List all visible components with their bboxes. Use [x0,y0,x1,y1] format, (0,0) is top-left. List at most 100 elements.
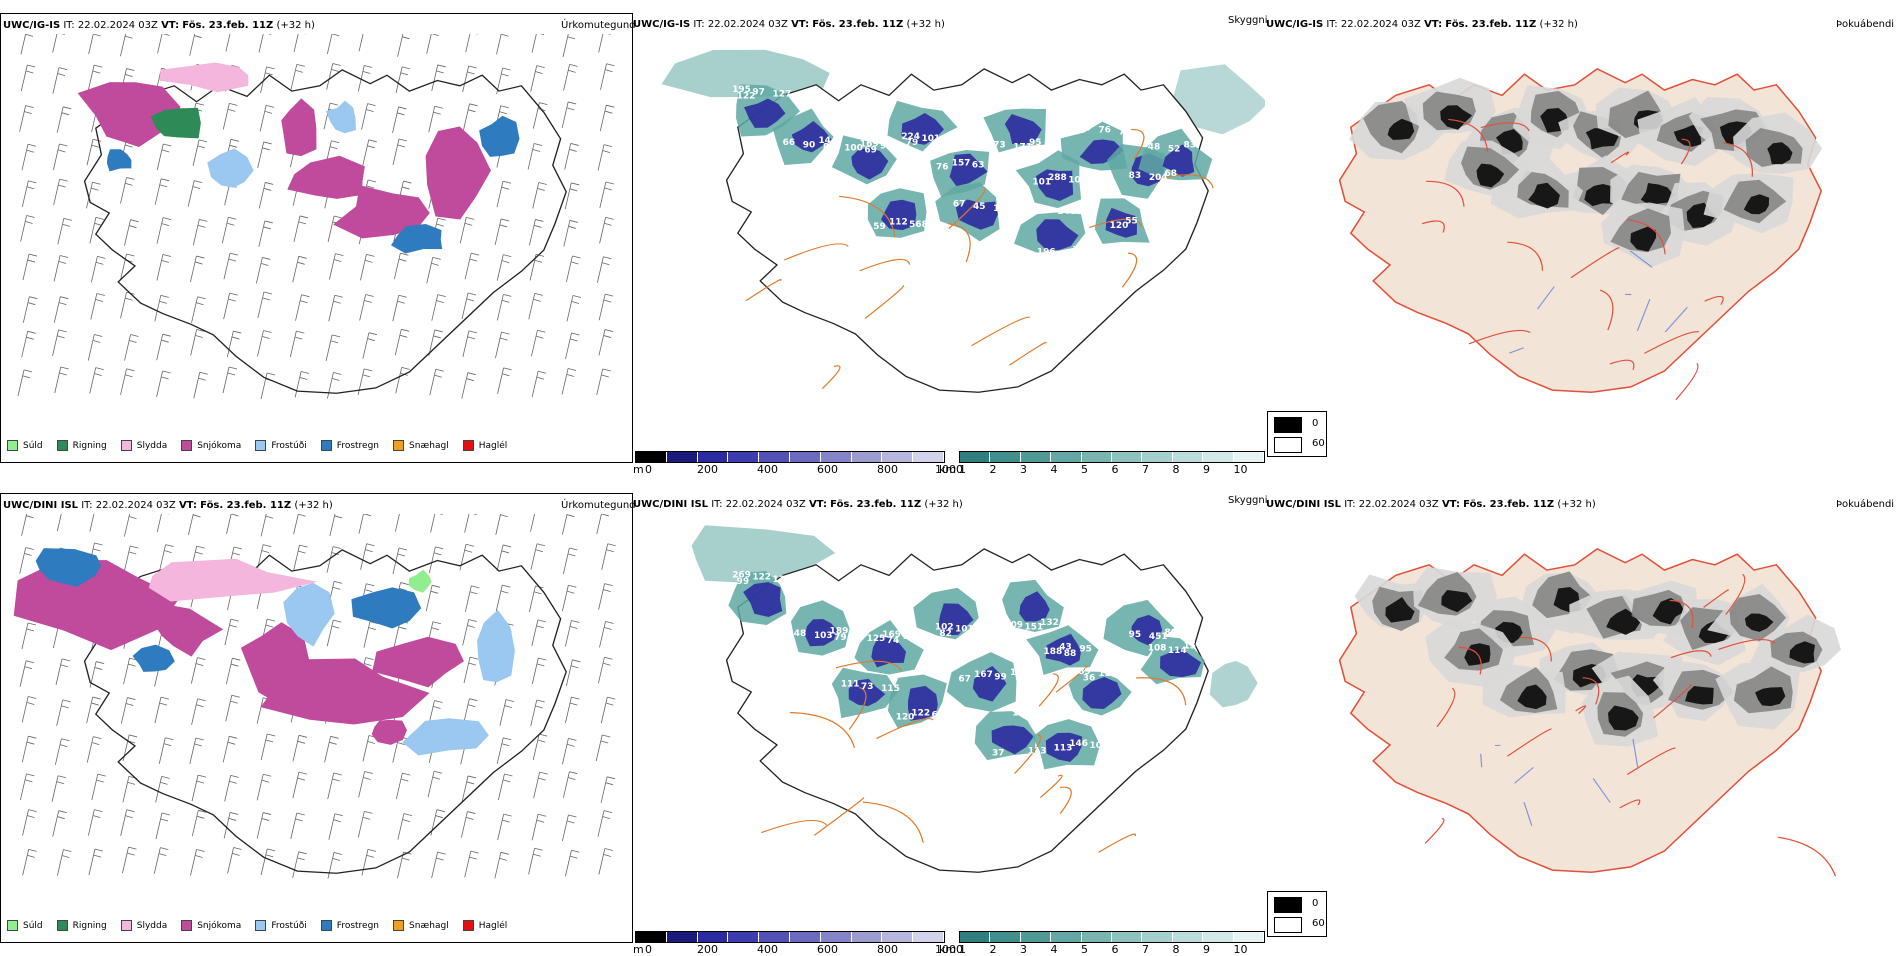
legend-label: Frostregn [337,441,379,451]
colorbar-unit-m: m [633,463,644,476]
legend-swatch [321,440,332,451]
visibility-value-label: 113 [1054,743,1073,753]
visibility-value-label: 124 [1098,669,1117,679]
offshore-visibility-area [1210,661,1258,708]
legend-label: Snjókoma [197,921,241,931]
legend-item: Frostúði [255,440,306,451]
visibility-km-colorbar [959,931,1265,943]
visibility-km-colorbar [959,451,1265,463]
colorbar-tick: 1 [959,463,966,476]
visibility-value-label: 76 [1098,126,1110,136]
visibility-value-label: 79 [906,138,918,148]
valid-time: Fös. 23.feb. 11Z [812,19,903,30]
visibility-value-label: 73 [993,141,1005,151]
visibility-value-label: 204 [1149,173,1168,183]
lead-time: (+32 h) [276,20,314,31]
visibility-value-label: 120 [1110,221,1129,231]
colorbar-segment [728,932,759,942]
colorbar-segment [636,452,667,462]
legend-swatch [463,920,474,931]
panel-type-label: Þokuábendi [1836,19,1894,30]
visibility-value-label: 114 [1168,646,1187,656]
visibility-value-label: 36 [1083,674,1095,684]
visibility-value-label: 48 [794,629,806,639]
precip-area [14,560,180,650]
colorbar-segment [852,932,883,942]
colorbar-segment [1082,932,1112,942]
colorbar-segment [698,932,729,942]
visibility-value-label: 103 [814,631,833,641]
colorbar-segment [1112,932,1142,942]
visibility-value-label: 100 [988,156,1007,166]
lead-time: (+32 h) [1539,19,1577,30]
model-name: UWC/DINI ISL [633,499,708,510]
legend-swatch [57,440,68,451]
visibility-value-label: 102 [1068,176,1087,186]
colorbar-segment [636,932,667,942]
colorbar-tick: 800 [877,463,898,476]
legend-swatch [255,920,266,931]
colorbar-segment [990,932,1020,942]
colorbar-segment [882,452,913,462]
visibility-value-label: 69 [864,146,876,156]
colorbar-segment [1021,452,1051,462]
legend-item: Slydda [121,440,167,451]
road-line [761,820,826,832]
visibility-value-label: 157 [952,159,971,169]
precip-type-panel: UWC/DINI ISL IT: 22.02.2024 03Z VT: Fös.… [0,493,633,943]
visibility-value-label: 188 [1044,647,1063,657]
precip-area [326,101,356,134]
legend-label: Snjókoma [197,441,241,451]
visibility-value-label: 76 [936,163,948,173]
colorbar-tick: 9 [1203,463,1210,476]
visibility-value-label: 112 [889,218,908,228]
legend-item: Haglél [463,440,508,451]
visibility-value-label: 115 [881,684,900,694]
visibility-value-label: 73 [861,682,873,692]
panel-type-label: Skyggni [1228,495,1268,506]
visibility-value-label: 85 [975,627,987,637]
colorbar-segment [1234,452,1264,462]
visibility-value-label: 568 [909,220,928,230]
panel-type-label: Úrkomutegund [561,500,636,511]
colorbar-segment [1173,932,1203,942]
visibility-value-label: 99 [1145,219,1157,229]
legend-swatch [1274,917,1302,933]
legend-item: Rigning [57,920,107,931]
road-line [822,366,840,389]
visibility-value-label: 171 [1013,143,1032,153]
colorbar-tick: 3 [1020,463,1027,476]
colorbar-tick: 8 [1173,463,1180,476]
precip-area [133,645,175,672]
visibility-value-label: 111 [841,680,860,690]
visibility-value-label: 125 [867,634,886,644]
visibility-value-label: 95 [1129,630,1141,640]
visibility-value-label: 52 [1168,145,1180,155]
visibility-value-label: 64 [932,711,944,721]
precip-area [281,98,316,156]
fog-index-panel: UWC/DINI ISL IT: 22.02.2024 03Z VT: Fös.… [1266,493,1896,953]
fog-index-map [1266,513,1896,923]
precip-area [402,718,488,755]
legend-item: Rigning [57,440,107,451]
valid-time: Fös. 23.feb. 11Z [830,499,921,510]
visibility-value-label: 101 [921,134,940,144]
precip-map [1,34,631,434]
visibility-value-label: 145 [1010,668,1029,678]
colorbar-tick: 200 [697,463,718,476]
colorbar-segment [1082,452,1112,462]
visibility-meters-colorbar [635,931,945,943]
road-line [1099,834,1136,852]
visibility-value-label: 92 [880,142,892,152]
colorbar-segment [960,932,990,942]
colorbar-segment [1234,932,1264,942]
lead-time: (+32 h) [906,19,944,30]
legend-item: Frostregn [321,440,379,451]
visibility-value-label: 68 [942,136,954,146]
lead-time: (+32 h) [924,499,962,510]
visibility-value-label: 83 [823,143,835,153]
legend-swatch [321,920,332,931]
colorbar-segment [821,452,852,462]
